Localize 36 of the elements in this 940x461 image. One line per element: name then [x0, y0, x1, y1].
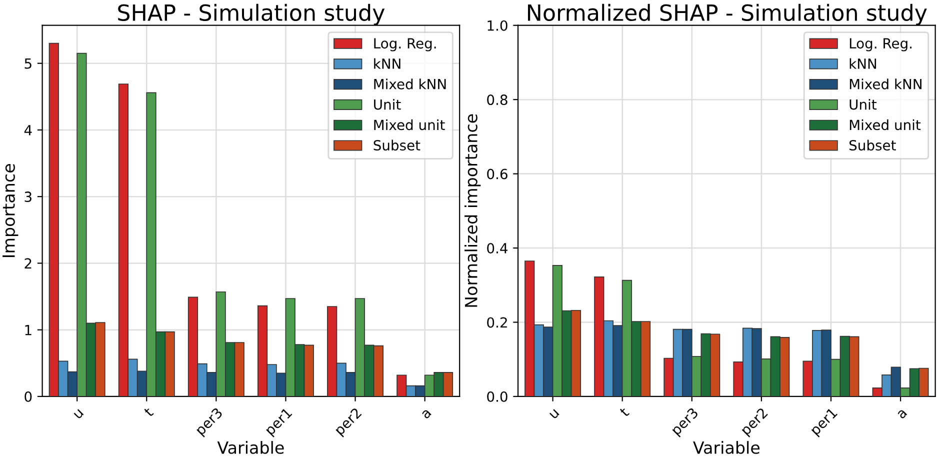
- y-tick-label: 0.2: [487, 317, 507, 328]
- x-tick-label: t: [619, 406, 630, 418]
- chart-title: Normalized SHAP - Simulation study: [528, 4, 927, 26]
- legend-label: Unit: [850, 99, 877, 110]
- y-axis-title: Importance: [2, 164, 18, 258]
- y-tick-label: 5: [24, 58, 32, 69]
- y-tick-label: 3: [24, 192, 32, 202]
- x-tick-label: a: [897, 409, 908, 420]
- y-axis-title: Normalized importance: [464, 114, 481, 307]
- x-axis-title: Variable: [693, 441, 760, 454]
- x-axis-title: Variable: [217, 441, 284, 454]
- y-tick-label: 4: [24, 125, 32, 136]
- legend-label: Unit: [374, 99, 401, 110]
- x-tick-label: a: [421, 409, 432, 420]
- x-tick-label: t: [144, 406, 154, 418]
- y-tick-label: 0.0: [487, 391, 508, 402]
- y-tick-label: 1.0: [488, 20, 508, 31]
- legend-label: Mixed unit: [374, 119, 445, 130]
- legend-label: Subset: [374, 140, 420, 151]
- legend-label: Mixed unit: [850, 119, 921, 130]
- legend-label: kNN: [850, 58, 876, 69]
- legend-label: Log. Reg.: [374, 38, 436, 52]
- y-tick-label: 0.8: [487, 94, 508, 106]
- chart-title: SHAP - Simulation study: [118, 4, 385, 26]
- y-tick-label: 0.6: [487, 168, 508, 180]
- y-tick-label: 1: [25, 324, 32, 336]
- legend-label: Mixed kNN: [374, 78, 446, 90]
- legend-label: Mixed kNN: [850, 78, 922, 90]
- y-tick-label: 0.4: [487, 242, 508, 254]
- y-tick-label: 2: [24, 258, 32, 268]
- legend-label: Subset: [849, 140, 896, 151]
- y-tick-label: 0: [24, 391, 32, 402]
- legend-label: kNN: [374, 58, 400, 69]
- x-tick-label: u: [549, 409, 560, 420]
- x-tick-label: u: [74, 409, 84, 420]
- legend-label: Log. Reg.: [850, 38, 912, 52]
